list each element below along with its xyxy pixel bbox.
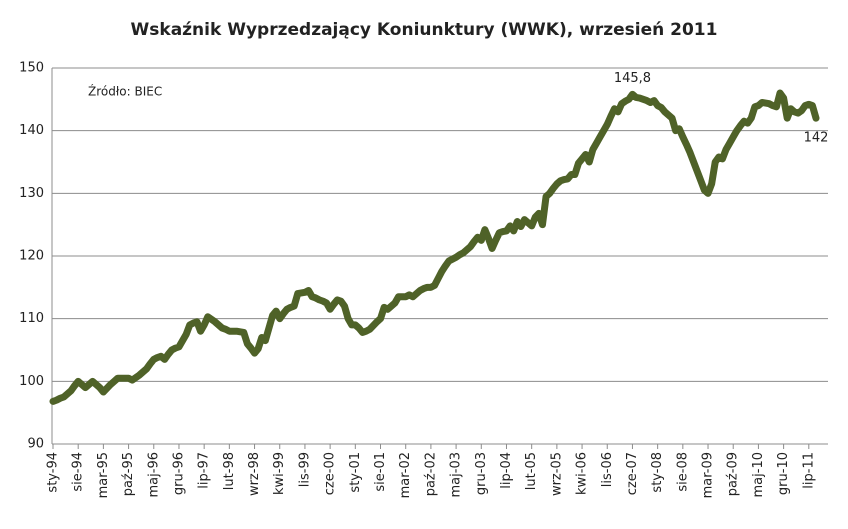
x-tick-label: sie-08	[675, 452, 690, 492]
x-tick-label: mar-02	[398, 452, 413, 498]
y-tick-label: 100	[19, 374, 44, 389]
y-tick-label: 150	[19, 61, 44, 76]
value-label: 142	[804, 131, 829, 146]
y-tick-label: 90	[27, 437, 44, 452]
x-tick-label: gru-96	[171, 452, 186, 495]
x-tick-label: sty-01	[348, 452, 363, 493]
y-tick-label: 130	[19, 186, 44, 201]
chart-title: Wskaźnik Wyprzedzający Koniunktury (WWK)…	[131, 20, 718, 40]
x-tick-label: maj-96	[146, 452, 161, 497]
y-tick-label: 140	[19, 123, 44, 138]
x-tick-label: kwi-99	[272, 452, 287, 495]
x-tick-label: lip-97	[197, 452, 212, 489]
x-tick-label: maj-10	[751, 452, 766, 497]
x-tick-label: cze-07	[625, 452, 640, 495]
x-tick-label: sty-94	[46, 452, 61, 493]
source-note: Źródło: BIEC	[88, 84, 162, 99]
x-tick-label: sty-08	[650, 452, 665, 493]
x-tick-label: kwi-06	[575, 452, 590, 495]
x-tick-label: cze-00	[323, 452, 338, 495]
x-tick-label: mar-09	[701, 452, 716, 498]
x-tick-label: lis-06	[600, 452, 615, 487]
x-tick-label: gru-03	[474, 452, 489, 495]
x-tick-label: wrz-05	[549, 452, 564, 496]
x-tick-label: paź-95	[121, 452, 136, 496]
x-tick-label: sie-01	[373, 452, 388, 492]
value-label: 145,8	[614, 71, 651, 86]
x-tick-label: lip-11	[801, 452, 816, 489]
x-tick-label: sie-94	[71, 452, 86, 492]
x-tick-label: lut-05	[524, 452, 539, 490]
x-tick-label: maj-03	[449, 452, 464, 497]
y-tick-label: 110	[19, 311, 44, 326]
x-tick-label: wrz-98	[247, 452, 262, 496]
x-tick-label: mar-95	[96, 452, 111, 498]
x-tick-label: gru-10	[776, 452, 791, 495]
x-tick-label: lip-04	[499, 452, 514, 489]
data-line	[49, 89, 820, 405]
x-tick-label: lis-99	[297, 452, 312, 487]
x-tick-label: paź-09	[726, 452, 741, 496]
x-tick-label: paź-02	[423, 452, 438, 496]
x-tick-label: lut-98	[222, 452, 237, 490]
y-tick-label: 120	[19, 249, 44, 264]
